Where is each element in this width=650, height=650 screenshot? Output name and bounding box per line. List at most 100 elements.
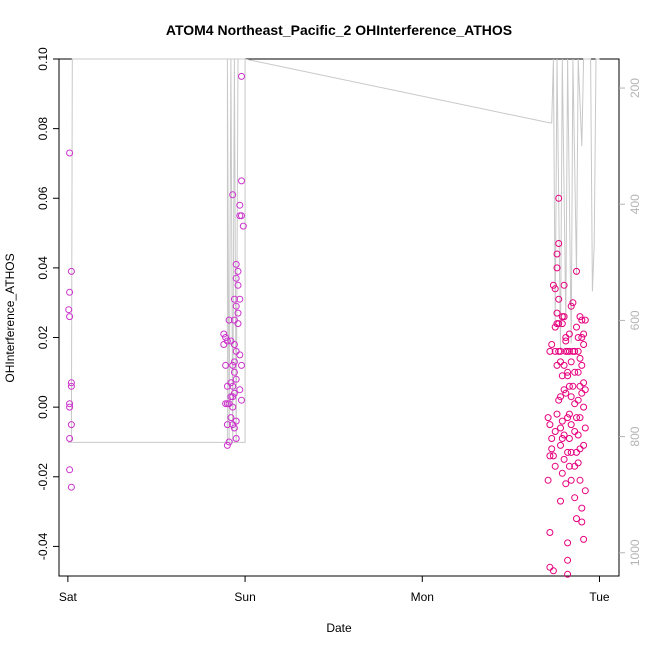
data-point [546,452,554,460]
data-point [564,372,572,380]
data-point [578,334,586,341]
axes-layer: Sat Sun Mon Tue -0.04 -0.02 0.00 0.02 0.04 0.06 0.… [36,47,642,604]
data-point [551,347,559,355]
data-point [571,428,579,435]
data-point [65,306,73,314]
data-point [229,403,237,411]
data-point [573,448,580,456]
y2-tick-label: 400 [628,194,642,214]
data-point [66,466,74,474]
data-point [564,368,572,376]
data-point [560,281,568,289]
data-point [557,358,564,366]
x-tick-label: Sun [234,590,255,604]
data-point [581,487,589,495]
data-point [557,441,564,449]
y-tick-label: -0.04 [36,532,50,560]
data-point [580,441,588,449]
data-point [236,386,244,394]
y-axis-label: OHInterference_ATHOS [3,253,17,382]
data-point [236,351,244,359]
data-point [576,354,584,362]
data-point [546,347,554,355]
x-axis-label: Date [326,621,352,635]
data-point [567,476,575,484]
y2-tick-label: 800 [628,426,642,446]
y2-tick-label: 600 [628,310,642,330]
data-point [560,313,568,321]
data-point [574,334,582,341]
data-point [557,424,564,432]
data-point [551,323,559,331]
data-point [232,260,240,268]
data-point [578,361,586,369]
data-point [234,320,242,328]
data-point [567,358,575,366]
data-point [580,535,588,543]
data-point [565,382,573,390]
y2-tick-label: 1000 [628,539,642,566]
data-point [580,330,588,338]
data-point [544,476,552,484]
data-point [555,240,563,247]
data-point [569,347,577,355]
data-point [223,337,231,345]
data-point [230,358,238,366]
data-point [227,379,235,387]
data-point [67,267,75,275]
data-point [564,556,572,564]
data-point [223,382,231,390]
data-point [574,431,582,439]
x-tick-label: Tue [589,590,610,604]
data-point [223,441,231,449]
data-point [569,299,577,307]
data-point [229,393,237,401]
data-point [555,396,563,404]
data-point [558,417,566,425]
data-point [555,295,563,303]
y-tick-label: 0.06 [36,186,50,210]
data-point [553,361,561,369]
data-point [558,320,566,328]
points-layer [65,72,589,578]
data-point [232,375,240,383]
data-point [546,421,554,429]
data-point [571,368,579,376]
data-point [576,445,584,453]
data-point [553,264,561,272]
data-point [222,361,230,369]
data-point [67,382,75,390]
data-point [548,435,556,442]
pressure-line [67,58,600,443]
data-point [546,529,554,536]
data-point [553,250,561,258]
data-point [576,382,584,390]
data-point [67,379,75,387]
data-point [544,414,552,422]
data-point [560,386,568,394]
x-tick-label: Mon [411,590,434,604]
data-point [551,285,559,293]
data-point [555,194,563,202]
data-point [66,435,74,442]
data-point [565,330,573,338]
data-point [562,480,570,488]
data-point [227,414,235,422]
data-point [558,372,566,380]
data-point [220,330,228,338]
data-point [560,431,568,439]
data-point [66,403,74,411]
data-point [560,455,568,463]
data-point [571,494,579,502]
data-point [569,382,577,390]
data-point [230,389,238,397]
data-point [549,281,557,289]
chart-title: ATOM4 Northeast_Pacific_2 OHInterference… [166,22,512,38]
data-point [578,389,586,397]
data-point [553,309,561,317]
data-point [234,267,242,275]
data-point [223,421,231,429]
data-point [66,149,74,157]
data-point [557,497,564,505]
